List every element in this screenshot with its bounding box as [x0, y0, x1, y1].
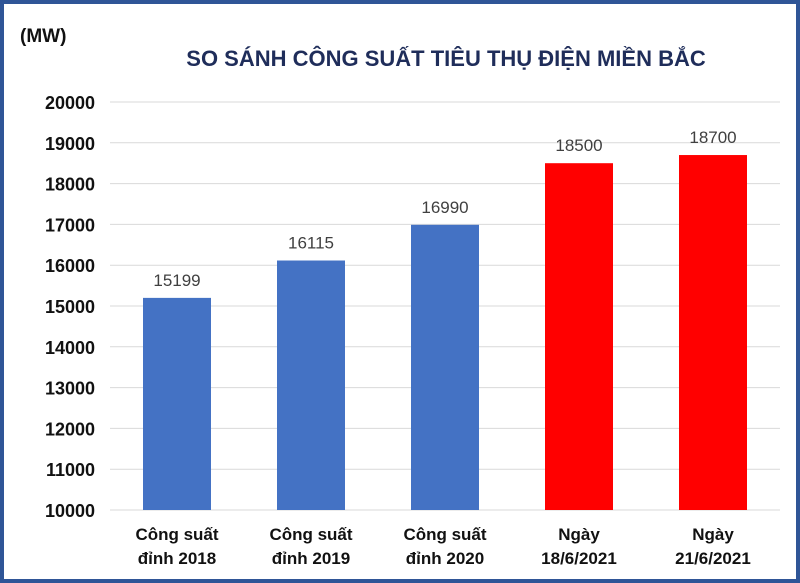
x-tick-label: đỉnh 2020: [406, 549, 484, 568]
x-tick-label: Công suất: [135, 525, 218, 544]
data-label: 18700: [689, 128, 736, 147]
y-tick-label: 11000: [46, 460, 95, 480]
x-tick-label: Ngày: [558, 525, 600, 544]
data-label: 16115: [288, 234, 334, 253]
chart-title: SO SÁNH CÔNG SUẤT TIÊU THỤ ĐIỆN MIỀN BẮC: [186, 46, 706, 71]
y-tick-label: 10000: [45, 501, 95, 521]
data-label: 18500: [555, 136, 602, 155]
y-axis-label: (MW): [20, 26, 66, 47]
y-tick-label: 13000: [45, 379, 95, 399]
bar: [143, 297, 211, 510]
data-label: 16990: [421, 198, 468, 217]
y-tick-label: 17000: [45, 215, 95, 235]
x-tick-label: đỉnh 2018: [138, 549, 216, 568]
bar: [545, 163, 613, 510]
x-tick-label: 18/6/2021: [541, 549, 617, 568]
bar: [411, 224, 479, 511]
y-tick-label: 18000: [45, 175, 95, 195]
y-tick-label: 20000: [45, 93, 95, 113]
x-tick-label: 21/6/2021: [675, 549, 751, 568]
y-tick-label: 19000: [45, 134, 95, 154]
data-label: 15199: [153, 271, 200, 290]
x-tick-label: Công suất: [269, 525, 352, 544]
bar: [679, 155, 747, 511]
y-tick-label: 12000: [45, 419, 95, 439]
y-tick-label: 16000: [45, 256, 95, 276]
bar: [277, 260, 345, 510]
y-tick-label: 14000: [45, 338, 95, 358]
y-tick-label: 15000: [45, 297, 95, 317]
x-tick-label: đỉnh 2019: [272, 549, 350, 568]
x-tick-label: Ngày: [692, 525, 734, 544]
x-tick-label: Công suất: [403, 525, 486, 544]
